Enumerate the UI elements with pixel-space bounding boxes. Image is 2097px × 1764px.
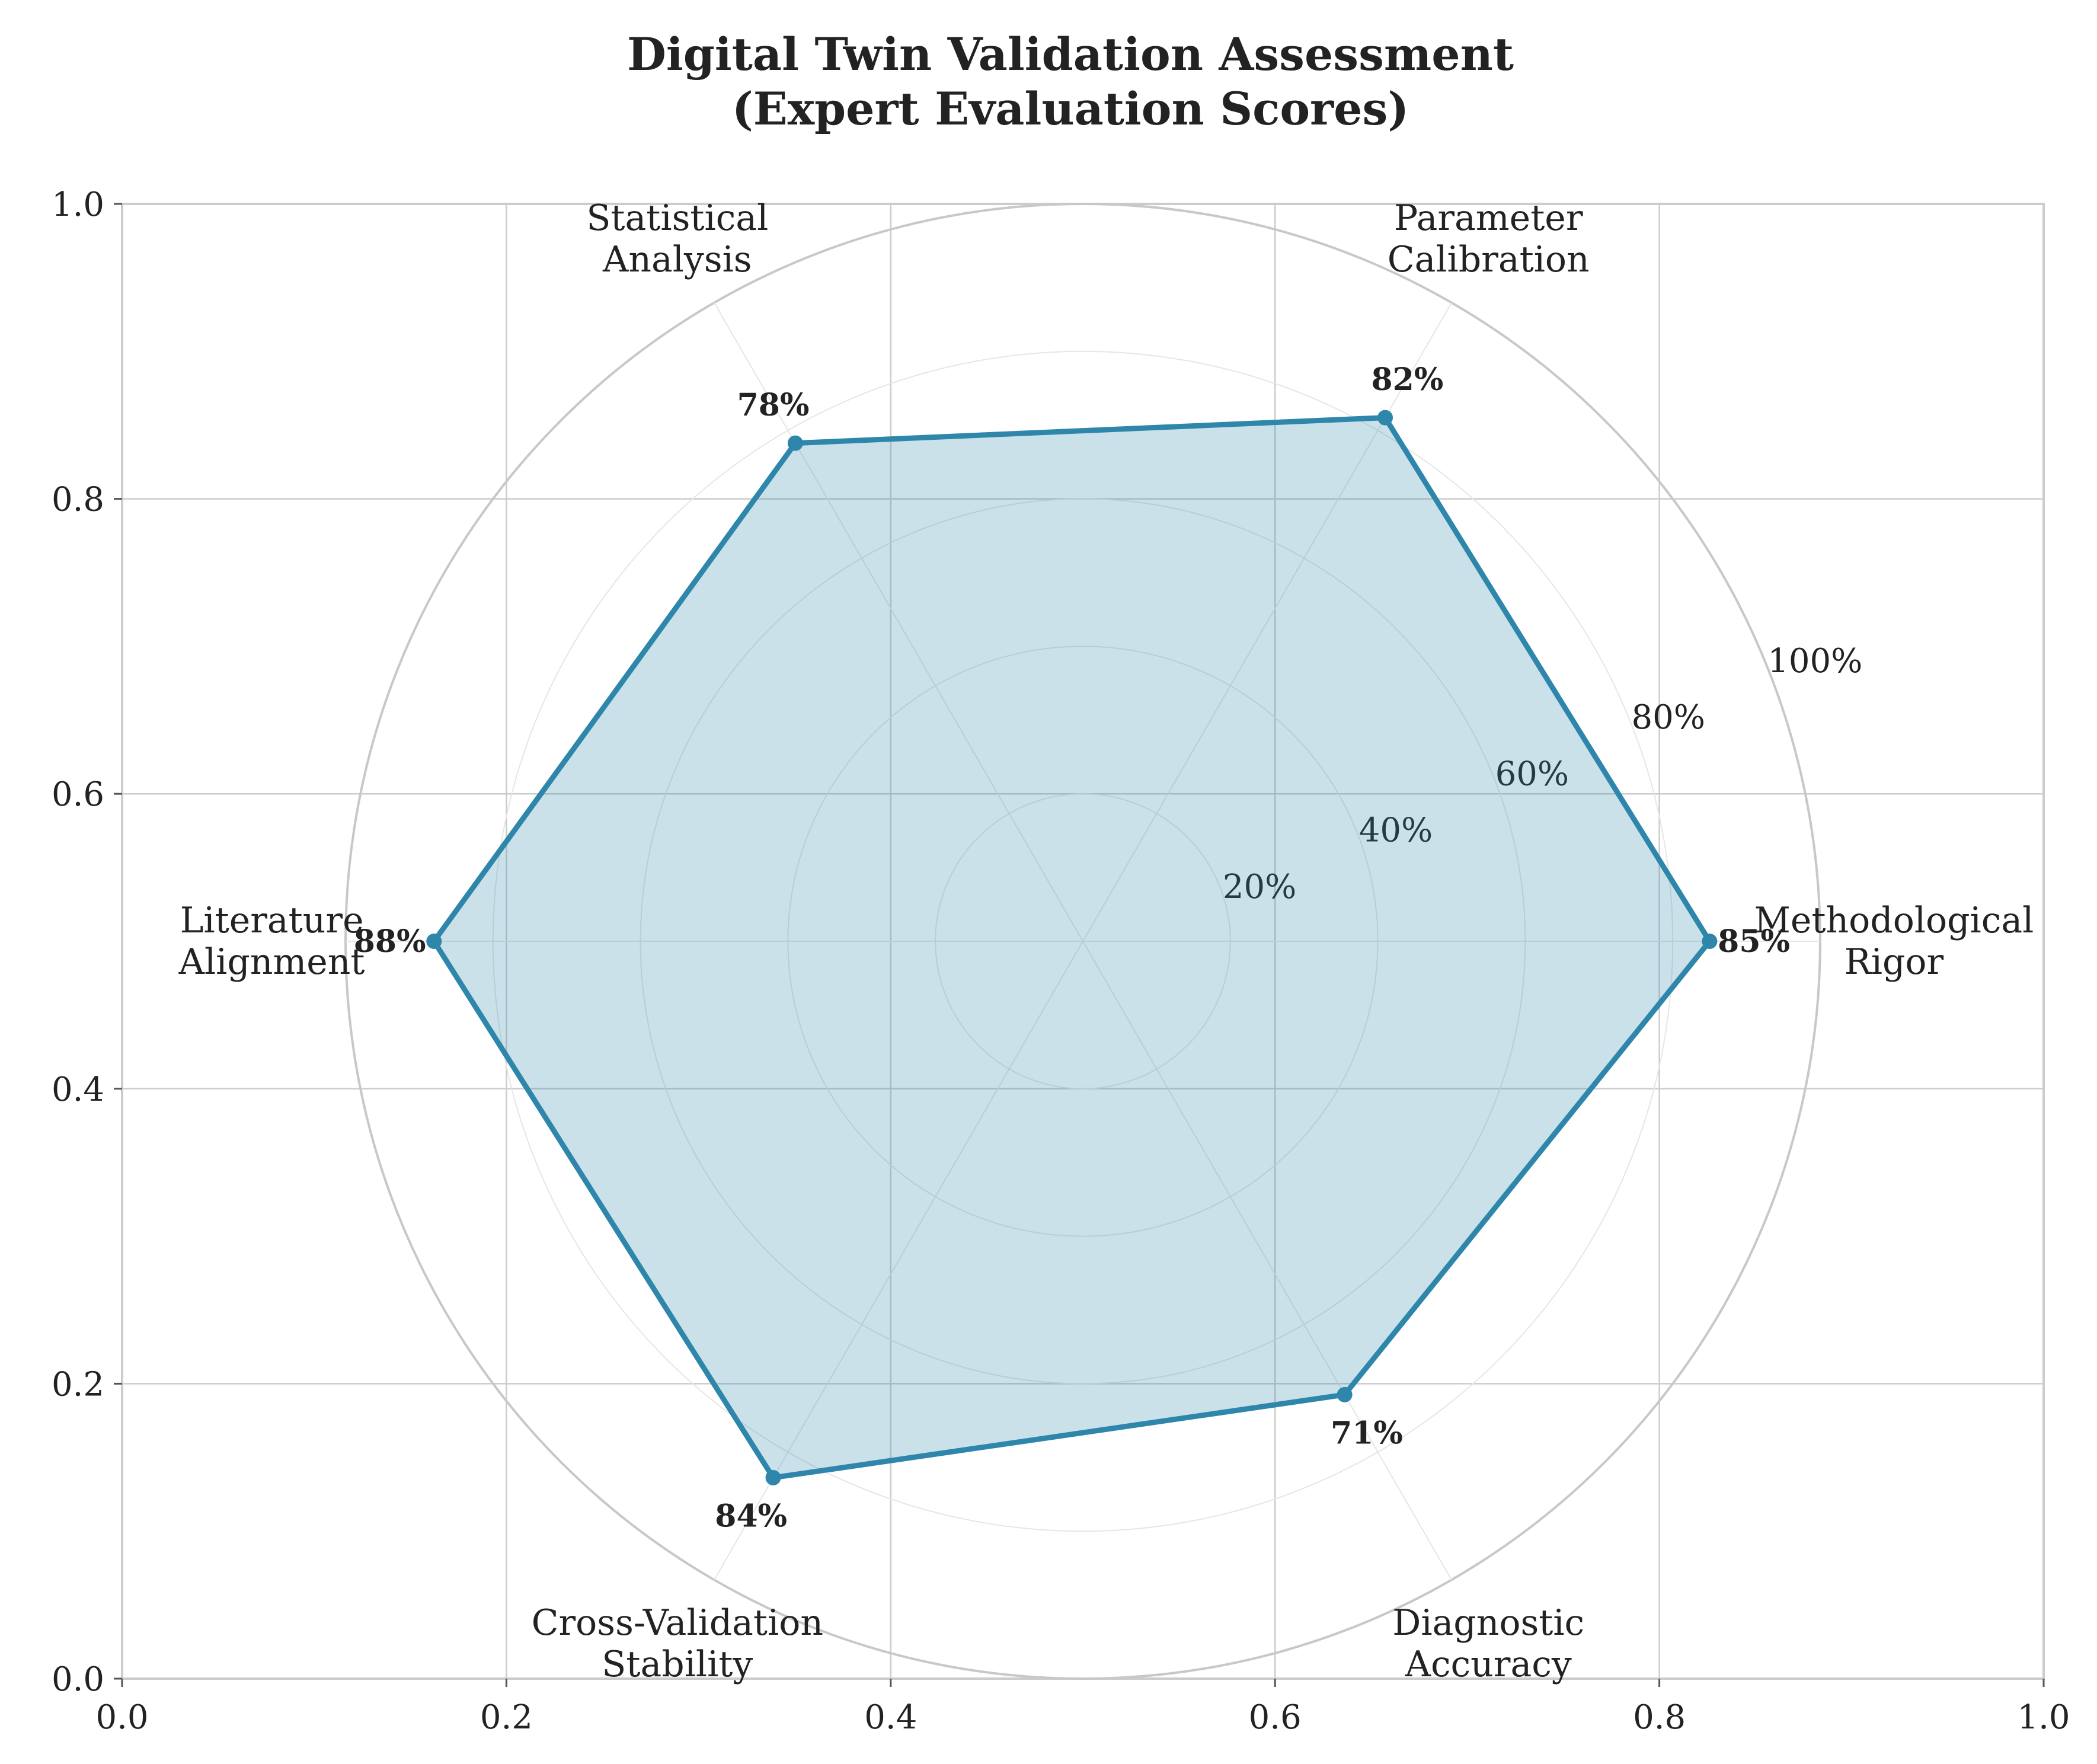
category-label-line: Diagnostic [1392, 1602, 1584, 1644]
radial-tick-label: 80% [1631, 698, 1705, 737]
category-label-line: Analysis [602, 239, 752, 280]
data-point [1702, 934, 1718, 949]
polar-spoke [1082, 941, 1452, 1580]
category-label: Statistical Analysis [586, 197, 768, 280]
category-label-line: Accuracy [1405, 1644, 1572, 1685]
polar-spoke [1082, 302, 1452, 942]
value-label: 85% [1718, 923, 1790, 960]
data-point [765, 1469, 781, 1485]
radial-tick-label: 60% [1495, 755, 1569, 793]
y-tick-label: 0.2 [52, 1365, 104, 1404]
category-label-line: Statistical [586, 197, 768, 239]
x-tick-label: 0.2 [480, 1698, 533, 1737]
plot-area: 0.0 0.2 0.4 0.6 0.8 1.0 0.0 0.2 0.4 0.6 0.8 1.0 20% 4… [52, 186, 2070, 1737]
y-tick-label: 0.6 [52, 775, 104, 814]
radial-tick-label: 40% [1359, 811, 1433, 850]
category-label: Literature Alignment [178, 900, 365, 983]
category-label: Cross-Validation Stability [532, 1602, 823, 1685]
value-label: 71% [1331, 1415, 1403, 1452]
data-point [787, 435, 803, 451]
chart-title-line2: (Expert Evaluation Scores) [732, 82, 1409, 135]
chart-title-line1: Digital Twin Validation Assessment [627, 28, 1514, 81]
data-point [1337, 1386, 1353, 1402]
category-label-line: Cross-Validation [532, 1602, 823, 1644]
x-tick-label: 0.0 [95, 1698, 148, 1737]
y-tick-label: 1.0 [52, 186, 104, 224]
polar-spoke [714, 302, 1083, 942]
data-point [1377, 410, 1393, 426]
value-label: 78% [737, 387, 810, 423]
x-tick-label: 0.4 [864, 1698, 917, 1737]
category-label-line: Stability [602, 1644, 753, 1685]
series-fill-area [434, 417, 1710, 1478]
category-label: Diagnostic Accuracy [1392, 1602, 1584, 1685]
y-tick-label: 0.8 [52, 481, 104, 519]
value-label: 84% [715, 1498, 787, 1535]
x-tick-label: 0.6 [1249, 1698, 1302, 1737]
y-tick-label: 0.0 [52, 1660, 104, 1699]
radial-tick-label: 100% [1767, 642, 1862, 680]
category-label-line: Parameter [1394, 197, 1583, 239]
category-label-line: Literature [180, 900, 364, 941]
value-label: 82% [1371, 362, 1443, 398]
category-label-line: Alignment [178, 941, 365, 983]
category-label: Methodological Rigor [1754, 900, 2034, 983]
category-label-line: Calibration [1388, 239, 1590, 280]
data-point [426, 934, 442, 949]
x-tick-label: 1.0 [2017, 1698, 2070, 1737]
x-tick-label: 0.8 [1633, 1698, 1686, 1737]
category-label-line: Rigor [1845, 941, 1944, 983]
value-label: 88% [354, 923, 426, 960]
radial-tick-label: 20% [1223, 868, 1296, 906]
category-label-line: Methodological [1754, 900, 2034, 941]
category-label: Parameter Calibration [1388, 197, 1590, 280]
y-tick-label: 0.4 [52, 1070, 104, 1109]
